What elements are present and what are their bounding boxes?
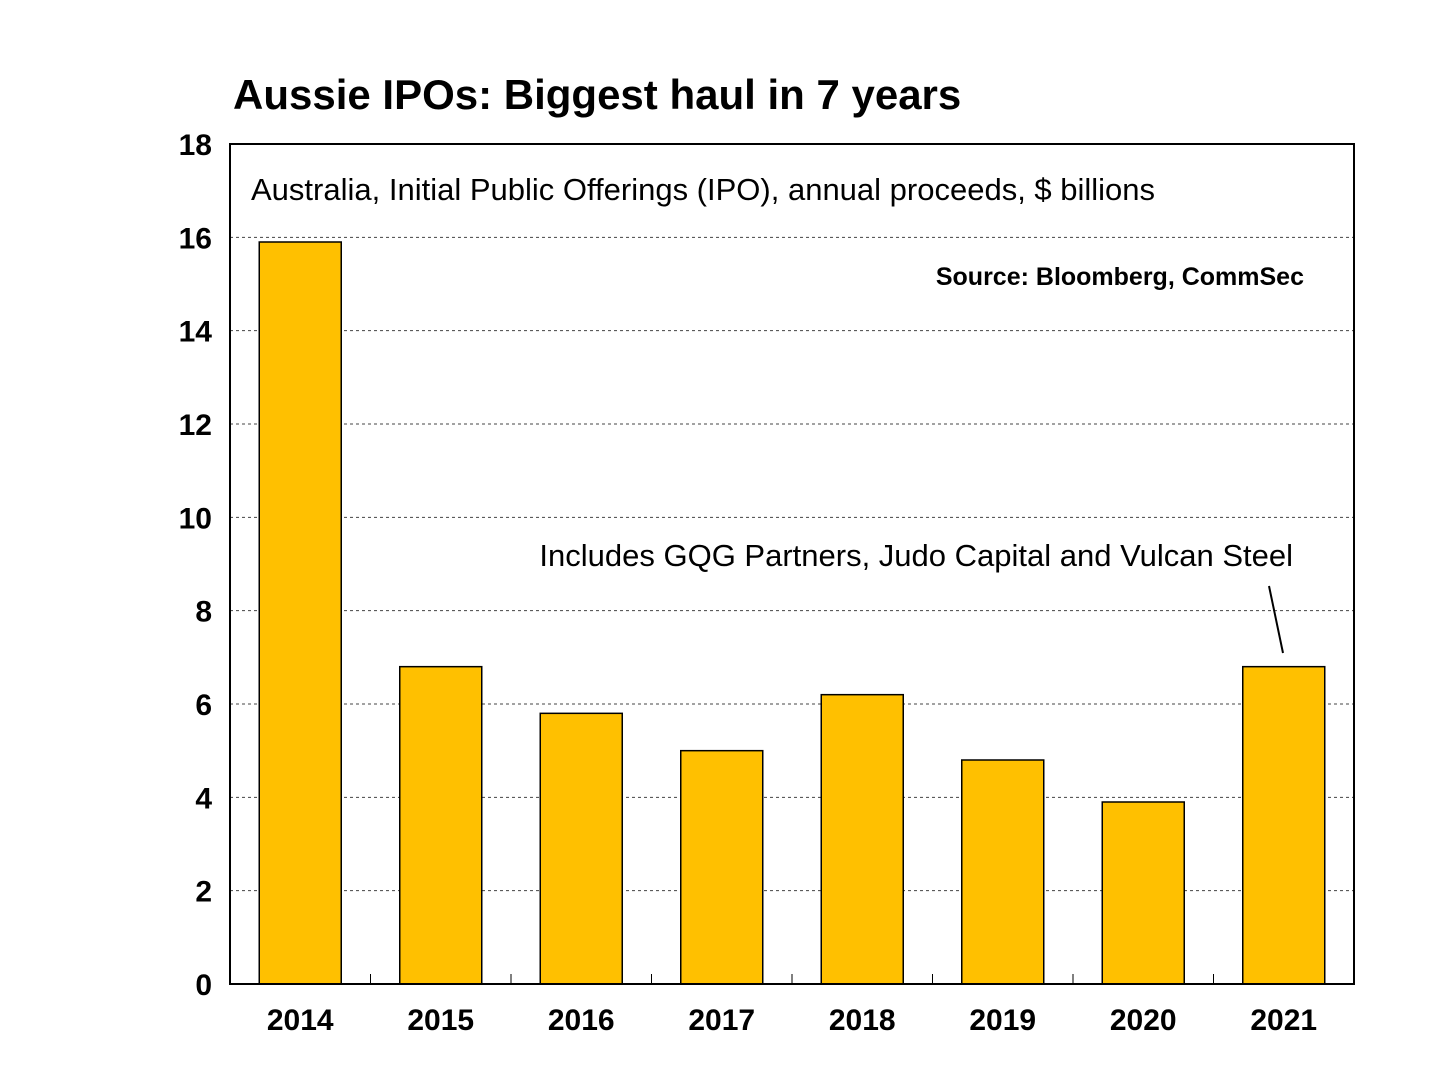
- y-tick-label: 2: [195, 876, 212, 909]
- x-tick-marks: [370, 974, 1214, 984]
- chart-title: Aussie IPOs: Biggest haul in 7 years: [233, 71, 961, 118]
- x-tick-label: 2014: [267, 1004, 334, 1037]
- annotation-pointer: [1268, 585, 1284, 654]
- y-tick-label: 18: [179, 129, 212, 162]
- x-tick-label: 2015: [407, 1004, 474, 1037]
- y-axis-ticks: 0 2 4 6 8 10 12 14 16 18: [179, 129, 213, 1002]
- y-tick-label: 10: [179, 502, 212, 535]
- source-note: Source: Bloomberg, CommSec: [936, 263, 1304, 291]
- x-tick-label: 2021: [1250, 1004, 1317, 1037]
- y-tick-label: 14: [179, 316, 213, 349]
- annotation-text: Includes GQG Partners, Judo Capital and …: [539, 538, 1293, 573]
- x-tick-label: 2020: [1110, 1004, 1177, 1037]
- bar-2015: [399, 665, 483, 985]
- x-axis-ticks: 2014 2015 2016 2017 2018 2019 2020 2021: [267, 1004, 1317, 1037]
- bar-2021: [1242, 665, 1326, 985]
- bar-2016: [539, 712, 623, 985]
- y-tick-label: 16: [179, 222, 212, 255]
- bar-2014: [258, 241, 342, 985]
- y-tick-label: 0: [195, 969, 212, 1002]
- y-tick-label: 12: [179, 409, 212, 442]
- y-tick-label: 6: [195, 689, 212, 722]
- bar-2019: [961, 759, 1045, 985]
- y-tick-label: 4: [195, 782, 212, 815]
- chart-subtitle: Australia, Initial Public Offerings (IPO…: [251, 172, 1155, 207]
- bar-2020: [1101, 801, 1185, 985]
- x-tick-label: 2017: [688, 1004, 755, 1037]
- x-tick-label: 2019: [969, 1004, 1036, 1037]
- x-tick-label: 2018: [829, 1004, 896, 1037]
- y-tick-label: 8: [195, 596, 212, 629]
- bar-2017: [680, 749, 764, 985]
- x-tick-label: 2016: [548, 1004, 615, 1037]
- bar-2018: [820, 693, 904, 985]
